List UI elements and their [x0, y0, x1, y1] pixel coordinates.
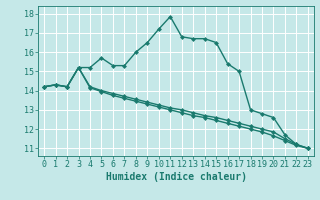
- X-axis label: Humidex (Indice chaleur): Humidex (Indice chaleur): [106, 172, 246, 182]
